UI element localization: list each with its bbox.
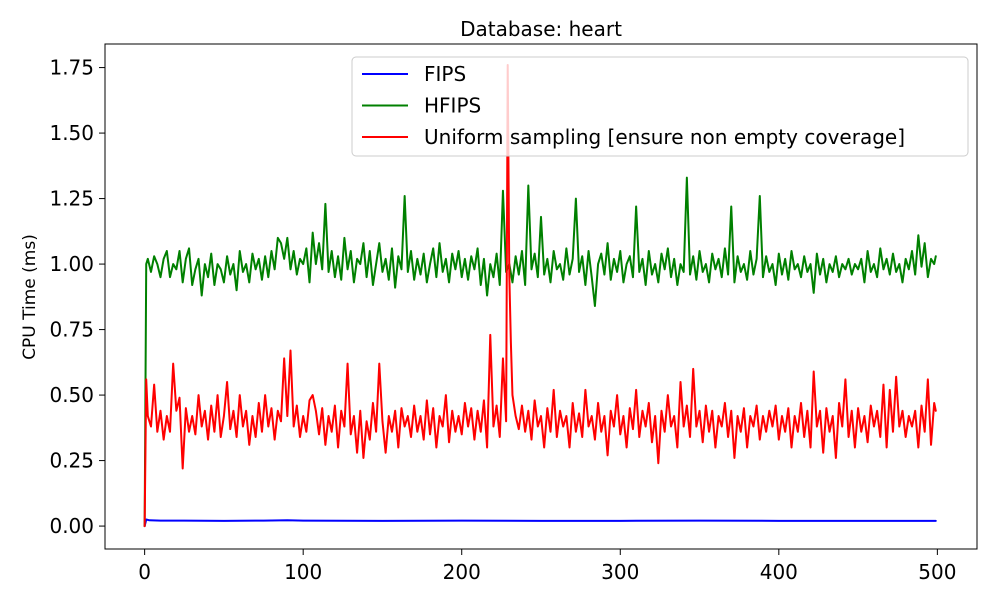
x-axis: 0 100 200 300 400 500 xyxy=(138,549,956,584)
chart-title: Database: heart xyxy=(460,17,622,41)
x-tick-label: 200 xyxy=(443,560,481,584)
y-axis-title: CPU Time (ms) xyxy=(20,234,40,360)
legend-label-2: Uniform sampling [ensure non empty cover… xyxy=(424,125,905,149)
x-tick-label: 500 xyxy=(918,560,956,584)
plot-lines xyxy=(143,63,937,528)
y-tick-label: 1.25 xyxy=(49,187,94,211)
y-tick-label: 0.75 xyxy=(49,318,94,342)
series-line-2 xyxy=(143,63,937,528)
y-axis: 0.00 0.25 0.50 0.75 1.00 1.25 1.50 1.75 xyxy=(49,56,105,538)
series-line-0 xyxy=(143,518,937,528)
x-tick-label: 400 xyxy=(760,560,798,584)
x-tick-label: 100 xyxy=(284,560,322,584)
x-tick-label: 0 xyxy=(138,560,151,584)
legend-box xyxy=(351,56,969,157)
legend-label-1: HFIPS xyxy=(424,94,481,118)
y-tick-label: 0.50 xyxy=(49,383,94,407)
legend: FIPS HFIPS Uniform sampling [ensure non em… xyxy=(351,56,969,157)
y-tick-label: 1.75 xyxy=(49,56,94,80)
series-line-1 xyxy=(143,176,937,528)
legend-label-0: FIPS xyxy=(424,62,466,86)
y-tick-label: 0.25 xyxy=(49,449,94,473)
plot-frame xyxy=(104,43,978,550)
y-tick-label: 1.00 xyxy=(49,252,94,276)
y-tick-label: 0.00 xyxy=(49,514,94,538)
y-tick-label: 1.50 xyxy=(49,121,94,145)
x-tick-label: 300 xyxy=(601,560,639,584)
